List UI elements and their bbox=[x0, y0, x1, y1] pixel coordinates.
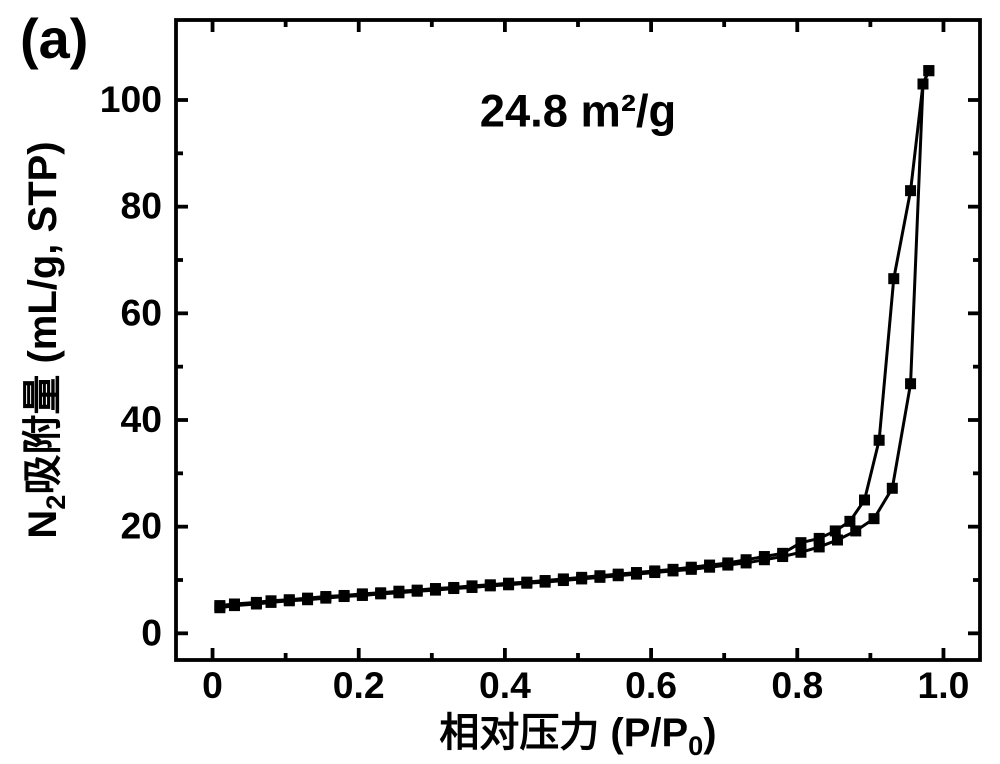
desorption-marker bbox=[844, 516, 855, 527]
desorption-marker bbox=[741, 554, 752, 565]
desorption-marker bbox=[393, 586, 404, 597]
desorption-marker bbox=[830, 525, 841, 536]
surface-area-annotation: 24.8 m²/g bbox=[480, 86, 676, 137]
desorption-marker bbox=[302, 593, 313, 604]
adsorption-marker bbox=[905, 378, 916, 389]
desorption-marker bbox=[722, 557, 733, 568]
y-tick-label: 60 bbox=[120, 291, 162, 333]
x-tick-label: 0.4 bbox=[479, 664, 531, 706]
y-tick-label: 0 bbox=[141, 611, 162, 653]
desorption-marker bbox=[448, 582, 459, 593]
desorption-marker bbox=[631, 567, 642, 578]
desorption-marker bbox=[485, 579, 496, 590]
desorption-marker bbox=[649, 565, 660, 576]
y-tick-label: 100 bbox=[100, 78, 162, 120]
adsorption-marker bbox=[850, 525, 861, 536]
desorption-marker bbox=[777, 548, 788, 559]
desorption-marker bbox=[229, 599, 240, 610]
isotherm-chart: (a) 0 0.2 0.4 0.6 0.8 1.0 0 20 40 60 80 100 相对压力 (P/P… bbox=[0, 0, 1000, 764]
desorption-marker bbox=[888, 273, 899, 284]
chart-container: (a) 0 0.2 0.4 0.6 0.8 1.0 0 20 40 60 80 100 相对压力 (P/P… bbox=[0, 0, 1000, 764]
y-tick-label: 80 bbox=[120, 185, 162, 227]
desorption-marker bbox=[503, 578, 514, 589]
desorption-marker bbox=[923, 65, 934, 76]
desorption-marker bbox=[668, 564, 679, 575]
desorption-marker bbox=[704, 560, 715, 571]
desorption-marker bbox=[859, 495, 870, 506]
x-tick-label: 0.8 bbox=[771, 664, 823, 706]
desorption-marker bbox=[594, 570, 605, 581]
desorption-marker bbox=[339, 590, 350, 601]
desorption-marker bbox=[814, 533, 825, 544]
desorption-marker bbox=[795, 537, 806, 548]
desorption-marker bbox=[214, 600, 225, 611]
desorption-marker bbox=[430, 583, 441, 594]
panel-label: (a) bbox=[20, 7, 88, 70]
x-tick-label: 1.0 bbox=[918, 664, 970, 706]
desorption-marker bbox=[467, 580, 478, 591]
x-tick-label: 0.2 bbox=[333, 664, 385, 706]
x-tick-label: 0 bbox=[202, 664, 223, 706]
desorption-marker bbox=[576, 572, 587, 583]
desorption-marker bbox=[613, 569, 624, 580]
desorption-marker bbox=[266, 595, 277, 606]
desorption-marker bbox=[917, 79, 928, 90]
y-axis-label: N2吸附量 (mL/g, STP) bbox=[21, 141, 71, 538]
adsorption-marker bbox=[795, 547, 806, 558]
desorption-marker bbox=[284, 594, 295, 605]
desorption-marker bbox=[540, 575, 551, 586]
adsorption-marker bbox=[887, 483, 898, 494]
desorption-marker bbox=[558, 573, 569, 584]
y-tick-label: 40 bbox=[120, 398, 162, 440]
desorption-marker bbox=[251, 597, 262, 608]
x-axis-label: 相对压力 (P/P0) bbox=[439, 711, 716, 761]
adsorption-marker bbox=[869, 513, 880, 524]
desorption-marker bbox=[905, 185, 916, 196]
desorption-marker bbox=[357, 588, 368, 599]
x-tick-label: 0.6 bbox=[625, 664, 677, 706]
desorption-marker bbox=[686, 562, 697, 573]
desorption-marker bbox=[412, 585, 423, 596]
desorption-marker bbox=[320, 591, 331, 602]
desorption-marker bbox=[759, 551, 770, 562]
y-tick-label: 20 bbox=[120, 505, 162, 547]
desorption-marker bbox=[375, 587, 386, 598]
desorption-marker bbox=[874, 435, 885, 446]
desorption-marker bbox=[521, 577, 532, 588]
